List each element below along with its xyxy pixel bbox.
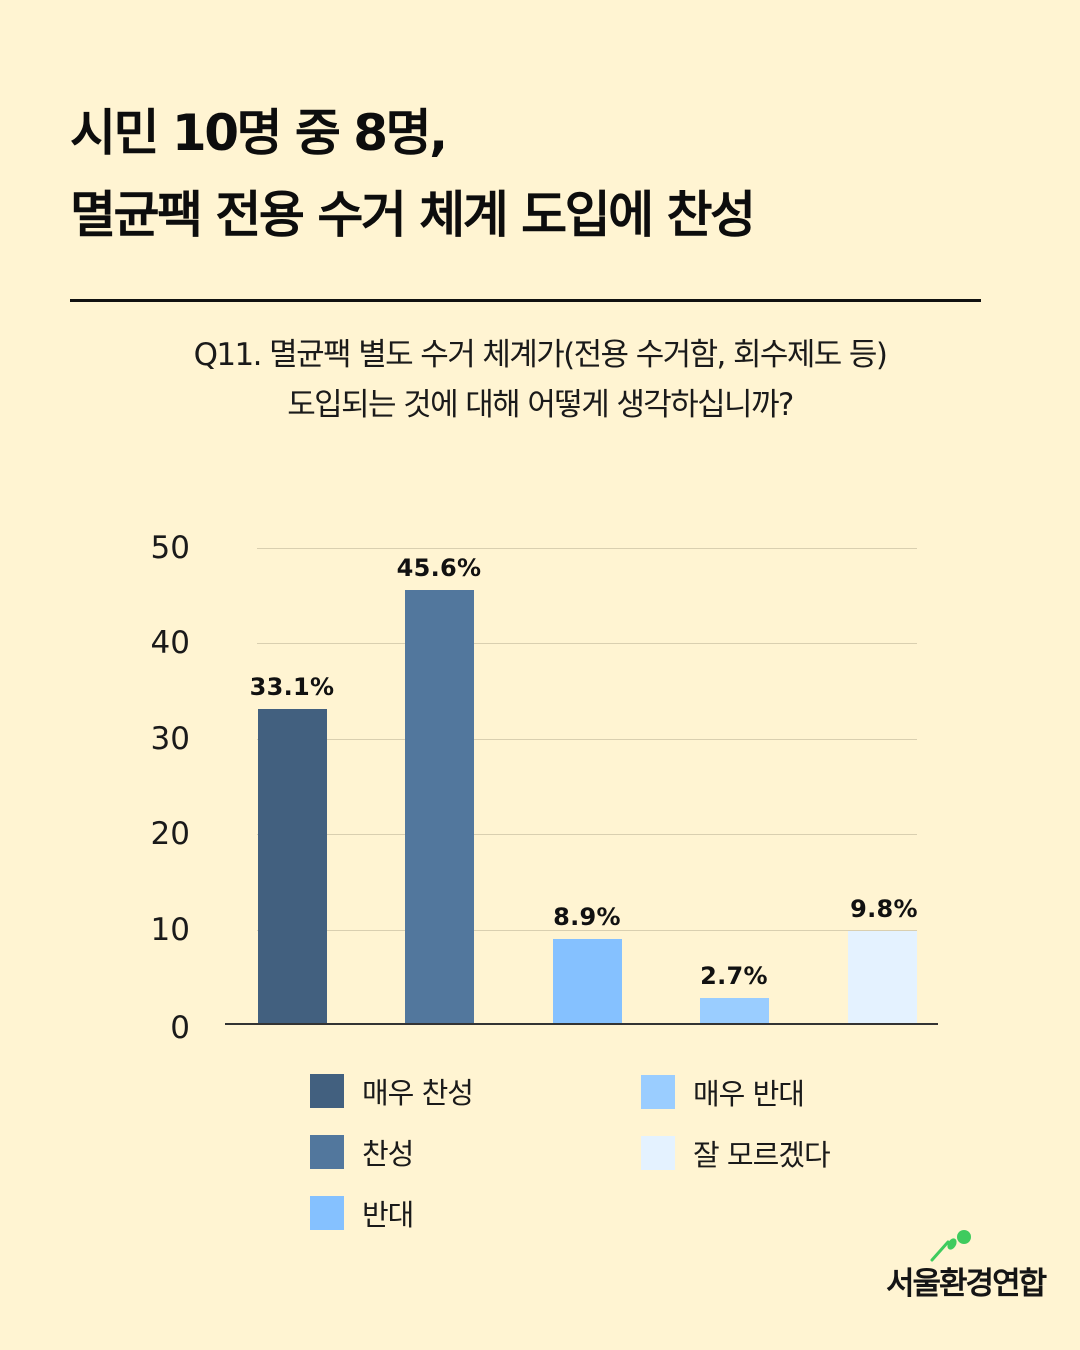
legend-item-dont-know: 잘 모르겠다 xyxy=(641,1135,831,1172)
legend-swatch xyxy=(310,1074,344,1108)
value-label-disagree: 8.9% xyxy=(553,903,621,932)
legend-label: 반대 xyxy=(362,1198,414,1232)
page-title: 시민 10명 중 8명, 멸균팩 전용 수거 체계 도입에 찬성 xyxy=(70,92,756,256)
title-divider xyxy=(70,299,981,302)
bar-disagree xyxy=(553,939,622,1024)
y-tick-40: 40 xyxy=(150,625,190,661)
y-tick-20: 20 xyxy=(150,816,190,852)
logo-dot xyxy=(957,1230,971,1244)
question-line-2: 도입되는 것에 대해 어떻게 생각하십니까? xyxy=(287,387,794,423)
x-axis-line xyxy=(225,1023,938,1025)
gridline-40 xyxy=(257,643,917,644)
y-tick-0: 0 xyxy=(170,1010,190,1046)
title-line-2: 멸균팩 전용 수거 체계 도입에 찬성 xyxy=(70,186,756,244)
sprout-icon xyxy=(930,1230,971,1262)
title-line-1: 시민 10명 중 8명, xyxy=(70,104,448,162)
gridline-10 xyxy=(257,930,917,931)
legend-swatch xyxy=(310,1135,344,1169)
value-label-strongly-agree: 33.1% xyxy=(249,672,335,701)
gridline-20 xyxy=(257,834,917,835)
logo-text: 서울환경연합 xyxy=(886,1266,1047,1302)
bar-strongly-disagree xyxy=(700,998,769,1024)
value-label-strongly-disagree: 2.7% xyxy=(700,962,768,991)
bar-dont-know xyxy=(848,930,917,1024)
bar-strongly-agree xyxy=(258,708,327,1024)
legend-swatch xyxy=(641,1075,675,1109)
y-tick-30: 30 xyxy=(150,721,190,757)
gridline-30 xyxy=(257,739,917,740)
legend-item-disagree: 반대 xyxy=(310,1195,414,1232)
legend-label: 찬성 xyxy=(362,1137,414,1171)
legend-item-agree: 찬성 xyxy=(310,1134,414,1171)
legend-label: 잘 모르겠다 xyxy=(693,1138,831,1172)
value-label-dont-know: 9.8% xyxy=(850,894,918,923)
bar-agree xyxy=(405,589,474,1024)
y-tick-50: 50 xyxy=(150,530,190,566)
legend-label: 매우 반대 xyxy=(693,1077,805,1111)
survey-question: Q11. 멸균팩 별도 수거 체계가(전용 수거함, 회수제도 등) 도입되는 … xyxy=(0,330,1080,430)
y-tick-10: 10 xyxy=(150,912,190,948)
gridline-50 xyxy=(257,548,917,549)
legend-swatch xyxy=(641,1136,675,1170)
legend-item-strongly-disagree: 매우 반대 xyxy=(641,1074,805,1111)
legend-label: 매우 찬성 xyxy=(362,1076,474,1110)
organization-logo: 서울환경연합 xyxy=(880,1228,1047,1308)
legend-swatch xyxy=(310,1196,344,1230)
question-line-1: Q11. 멸균팩 별도 수거 체계가(전용 수거함, 회수제도 등) xyxy=(193,337,888,373)
value-label-agree: 45.6% xyxy=(396,553,482,582)
legend-item-strongly-agree: 매우 찬성 xyxy=(310,1073,474,1110)
